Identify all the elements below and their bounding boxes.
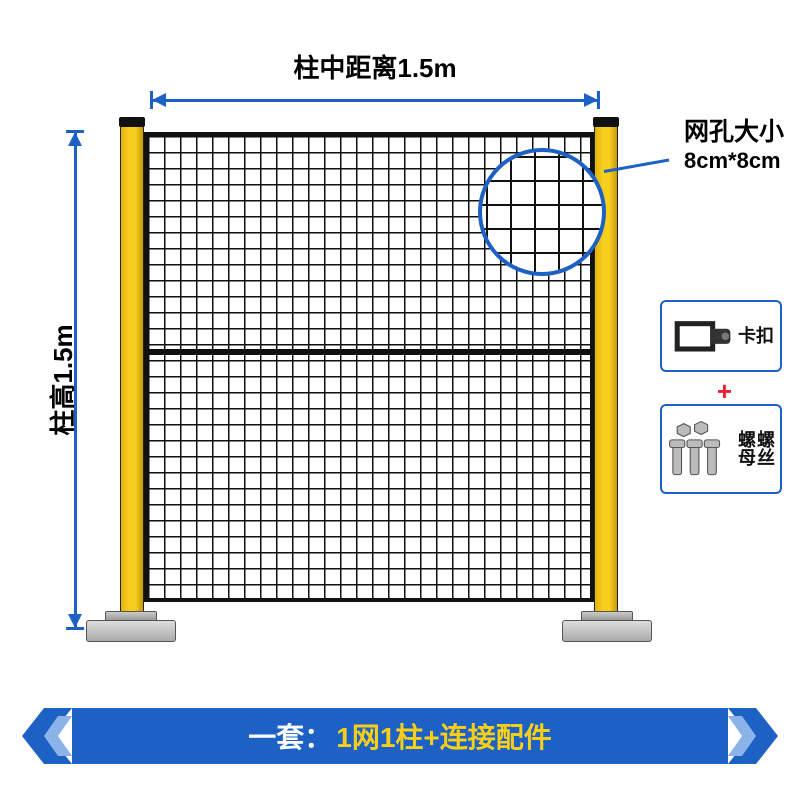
- plus-sign: +: [717, 376, 732, 407]
- dimension-left: 柱高1.5m: [24, 130, 84, 630]
- mesh-size-value: 8cm*8cm: [684, 148, 784, 174]
- post-left: [120, 122, 144, 620]
- dimension-left-line: [66, 130, 84, 630]
- mesh-size-title: 网孔大小: [684, 112, 784, 148]
- accessory-clip-label: 卡扣: [738, 327, 780, 346]
- banner-highlight: 1网1柱+连接配件: [336, 716, 552, 756]
- mesh-zoom-circle: [478, 148, 606, 276]
- banner-text: 一套： 1网1柱+连接配件: [72, 708, 728, 764]
- baseplate-left: [86, 620, 176, 642]
- clip-icon: [662, 306, 738, 366]
- chevron-right-icon: [728, 708, 778, 764]
- bottom-banner: 一套： 1网1柱+连接配件: [22, 708, 778, 764]
- accessory-bolts-box: 螺螺 母丝: [660, 404, 782, 494]
- mesh-size-callout: 网孔大小 8cm*8cm: [684, 112, 784, 174]
- dimension-top: 柱中距离1.5m: [150, 48, 600, 109]
- banner-prefix: 一套：: [248, 716, 332, 756]
- baseplate-right: [562, 620, 652, 642]
- mesh-midbar: [148, 349, 590, 355]
- dimension-top-line: [150, 91, 600, 109]
- accessory-bolts-label: 螺螺 母丝: [738, 431, 780, 467]
- bolts-icon: [662, 419, 738, 479]
- dimension-top-label: 柱中距离1.5m: [150, 48, 600, 85]
- accessory-clip-box: 卡扣: [660, 300, 782, 372]
- chevron-left-icon: [22, 708, 72, 764]
